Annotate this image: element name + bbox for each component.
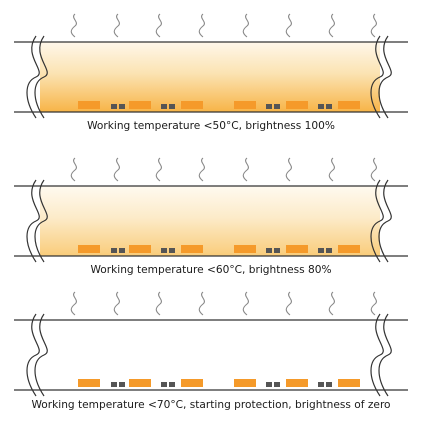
led-chip <box>181 101 203 109</box>
break-line <box>34 313 48 397</box>
heat-wave-icon <box>155 291 162 316</box>
heat-wave-icon <box>370 157 377 182</box>
resistor-chip <box>274 248 280 253</box>
break-line <box>26 35 40 119</box>
resistor-chip <box>169 382 175 387</box>
led-chip <box>338 101 360 109</box>
heat-wave-icon <box>70 13 77 38</box>
break-line <box>26 313 40 397</box>
resistor-chip <box>318 382 324 387</box>
resistor-chip <box>111 382 117 387</box>
led-chip <box>129 379 151 387</box>
heat-wave-icon <box>113 291 120 316</box>
led-chip <box>78 245 100 253</box>
resistor-chip <box>266 104 272 109</box>
heat-wave-icon <box>242 291 249 316</box>
panel-caption: Working temperature <70°C, starting prot… <box>31 399 390 411</box>
heat-wave-icon <box>198 13 205 38</box>
led-chip <box>181 379 203 387</box>
led-chip <box>129 101 151 109</box>
led-chip <box>286 379 308 387</box>
led-chip <box>78 101 100 109</box>
led-chip <box>78 379 100 387</box>
led-chip <box>234 379 256 387</box>
led-chip <box>234 101 256 109</box>
resistor-chip <box>161 382 167 387</box>
resistor-chip <box>111 104 117 109</box>
resistor-chip <box>266 248 272 253</box>
resistor-chip <box>119 382 125 387</box>
break-mark-icon-left <box>26 179 48 263</box>
heat-wave-icon <box>242 157 249 182</box>
strip-panel-2: Working temperature <60°C, brightness 80… <box>14 157 408 276</box>
heat-wave-icon <box>285 13 292 38</box>
led-chip <box>234 245 256 253</box>
strip-panel-3: Working temperature <70°C, starting prot… <box>14 291 408 411</box>
heat-wave-icon <box>70 291 77 316</box>
heat-wave-icon <box>113 13 120 38</box>
heat-wave-icon <box>198 291 205 316</box>
heat-wave-icon <box>155 13 162 38</box>
panel-caption: Working temperature <60°C, brightness 80… <box>90 264 331 276</box>
break-mark-icon-right <box>370 179 392 263</box>
resistor-chip <box>326 104 332 109</box>
break-line <box>378 179 392 263</box>
break-mark-icon-left <box>26 313 48 397</box>
resistor-chip <box>161 104 167 109</box>
heat-wave-icon <box>70 157 77 182</box>
led-chip <box>181 245 203 253</box>
resistor-chip <box>111 248 117 253</box>
led-chip <box>286 245 308 253</box>
resistor-chip <box>266 382 272 387</box>
break-mark-icon-left <box>26 35 48 119</box>
led-chip <box>286 101 308 109</box>
led-chip <box>338 379 360 387</box>
resistor-chip <box>274 382 280 387</box>
break-line <box>378 313 392 397</box>
resistor-chip <box>119 104 125 109</box>
heat-waves <box>70 291 377 316</box>
break-line <box>26 179 40 263</box>
break-line <box>370 179 384 263</box>
heat-waves <box>70 157 377 182</box>
break-line <box>378 35 392 119</box>
strip-glow <box>40 186 380 256</box>
resistor-chip <box>274 104 280 109</box>
resistor-chip <box>318 248 324 253</box>
panel-caption: Working temperature <50°C, brightness 10… <box>87 120 335 132</box>
heat-waves <box>70 13 377 38</box>
strip-glow <box>40 42 380 112</box>
resistor-chip <box>326 382 332 387</box>
heat-wave-icon <box>155 157 162 182</box>
heat-wave-icon <box>328 13 335 38</box>
resistor-chip <box>161 248 167 253</box>
break-mark-icon-right <box>370 313 392 397</box>
resistor-chip <box>169 248 175 253</box>
heat-wave-icon <box>285 157 292 182</box>
resistor-chip <box>326 248 332 253</box>
break-line <box>34 35 48 119</box>
heat-wave-icon <box>370 291 377 316</box>
strip-panel-1: Working temperature <50°C, brightness 10… <box>14 13 408 132</box>
break-line <box>34 179 48 263</box>
resistor-chip <box>119 248 125 253</box>
resistor-chip <box>169 104 175 109</box>
resistor-chip <box>318 104 324 109</box>
heat-wave-icon <box>328 157 335 182</box>
heat-wave-icon <box>370 13 377 38</box>
break-line <box>370 313 384 397</box>
heat-wave-icon <box>198 157 205 182</box>
led-chip <box>338 245 360 253</box>
led-chip <box>129 245 151 253</box>
break-mark-icon-right <box>370 35 392 119</box>
strip-glow <box>40 320 380 390</box>
heat-wave-icon <box>113 157 120 182</box>
break-line <box>370 35 384 119</box>
heat-wave-icon <box>285 291 292 316</box>
heat-wave-icon <box>328 291 335 316</box>
heat-wave-icon <box>242 13 249 38</box>
